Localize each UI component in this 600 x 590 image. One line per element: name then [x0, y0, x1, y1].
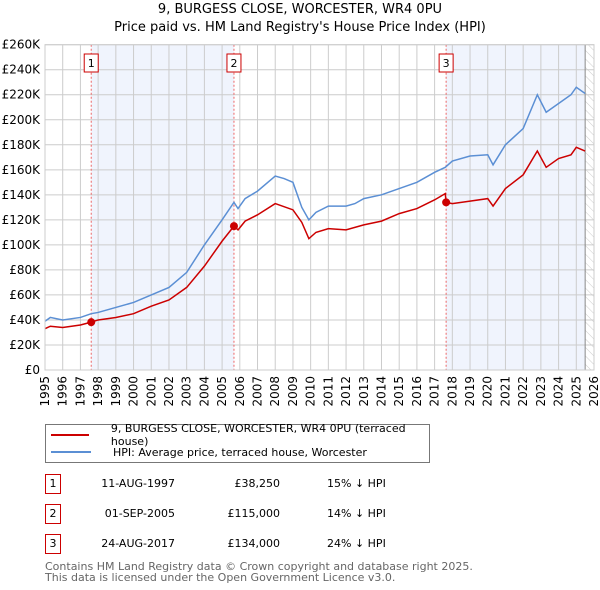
sale-marker-badge: 1 [45, 474, 61, 494]
x-tick-label: 1995 [38, 376, 52, 407]
chart-subtitle: Price paid vs. HM Land Registry's House … [114, 20, 486, 35]
table-row: 2 01-SEP-2005 £115,000 14% ↓ HPI [45, 504, 445, 526]
sale-label: 2 [230, 57, 237, 70]
sale-price: £38,250 [234, 477, 281, 490]
y-tick-label: £80K [9, 263, 41, 277]
sale-date: 24-AUG-2017 [101, 537, 175, 550]
sale-price: £115,000 [227, 507, 281, 520]
property-price-line [44, 146, 586, 330]
y-tick-label: £240K [2, 63, 42, 77]
sale-date: 01-SEP-2005 [104, 507, 175, 520]
footer-copyright: Contains HM Land Registry data © Crown c… [45, 560, 473, 573]
sale-point [442, 198, 451, 207]
hpi-diff: 14% ↓ HPI [327, 507, 386, 520]
table-row: 3 24-AUG-2017 £134,000 24% ↓ HPI [45, 534, 445, 556]
y-tick-label: £200K [2, 113, 42, 127]
x-tick-label: 2009 [286, 376, 300, 407]
table-row: 1 11-AUG-1997 £38,250 15% ↓ HPI [45, 474, 445, 496]
hpi-diff: 15% ↓ HPI [327, 477, 386, 490]
x-tick-label: 2010 [304, 376, 318, 407]
x-tick-label: 2005 [215, 376, 229, 407]
legend-label-hpi: HPI: Average price, terraced house, Worc… [113, 445, 367, 459]
x-tick-label: 2019 [463, 376, 477, 407]
sale-label-box [83, 53, 99, 73]
sale-date: 11-AUG-1997 [101, 477, 175, 490]
y-tick-label: £20K [9, 338, 41, 352]
x-tick-label: 2015 [392, 376, 406, 407]
x-tick-label: 2013 [357, 376, 371, 407]
legend-item-hpi: HPI: Average price, terraced house, Worc… [46, 444, 367, 460]
legend: 9, BURGESS CLOSE, WORCESTER, WR4 0PU (te… [45, 422, 430, 463]
y-tick-label: £160K [2, 163, 42, 177]
sale-label: 3 [443, 57, 450, 70]
x-tick-label: 1999 [109, 376, 123, 407]
y-tick-label: £220K [2, 88, 42, 102]
x-tick-label: 1998 [91, 376, 105, 407]
legend-label-property: 9, BURGESS CLOSE, WORCESTER, WR4 0PU (te… [110, 422, 406, 448]
sale-point [229, 222, 238, 231]
line-chart: 1995 1996 1997 1998 1999 2000 2001 2002 2003 2004… [2, 38, 600, 407]
x-tick-label: 2011 [321, 376, 335, 407]
footer-licence: This data is licensed under the Open Gov… [45, 571, 396, 584]
x-tick-label: 1997 [73, 376, 87, 407]
sale-marker-badge: 3 [45, 534, 61, 554]
x-tick-label: 2024 [552, 376, 566, 407]
x-tick-label: 2004 [197, 376, 211, 407]
shaded-period [91, 44, 234, 370]
plot-border [44, 44, 595, 371]
legend-item-property: 9, BURGESS CLOSE, WORCESTER, WR4 0PU (te… [46, 422, 429, 448]
x-tick-label: 2018 [445, 376, 459, 407]
hpi-diff: 24% ↓ HPI [327, 537, 386, 550]
legend-swatch-hpi [51, 451, 91, 453]
future-hatch [585, 44, 594, 370]
x-tick-label: 2000 [127, 376, 141, 407]
x-tick-label: 2014 [374, 376, 388, 407]
x-tick-label: 2001 [144, 376, 158, 407]
x-tick-label: 2021 [498, 376, 512, 407]
y-tick-label: £140K [2, 188, 42, 202]
sale-label-box [226, 53, 242, 73]
x-tick-label: 2012 [339, 376, 353, 407]
hpi-line [44, 86, 586, 322]
y-tick-label: £260K [2, 38, 42, 52]
sale-label-box [438, 53, 454, 73]
x-tick-label: 2006 [233, 376, 247, 407]
sale-price: £134,000 [227, 537, 281, 550]
x-tick-label: 2025 [569, 376, 583, 407]
x-tick-label: 1996 [56, 376, 70, 407]
sale-label: 1 [88, 57, 95, 70]
y-tick-label: £60K [9, 288, 41, 302]
x-tick-label: 2017 [428, 376, 442, 407]
y-tick-label: £0 [25, 363, 40, 377]
x-tick-label: 2008 [268, 376, 282, 407]
x-tick-label: 2023 [534, 376, 548, 407]
y-tick-label: £180K [2, 138, 42, 152]
y-tick-label: £100K [2, 238, 42, 252]
x-tick-label: 2020 [481, 376, 495, 407]
x-tick-label: 2026 [587, 376, 600, 407]
legend-swatch-property [51, 434, 89, 436]
chart-title: 9, BURGESS CLOSE, WORCESTER, WR4 0PU [157, 2, 443, 17]
y-tick-label: £40K [9, 313, 41, 327]
shaded-period [446, 44, 586, 370]
sale-marker-badge: 2 [45, 504, 61, 524]
x-tick-label: 2003 [180, 376, 194, 407]
sale-point [87, 318, 96, 327]
y-tick-label: £120K [2, 213, 42, 227]
x-tick-label: 2022 [516, 376, 530, 407]
x-tick-label: 2002 [162, 376, 176, 407]
x-tick-label: 2007 [251, 376, 265, 407]
x-tick-label: 2016 [410, 376, 424, 407]
